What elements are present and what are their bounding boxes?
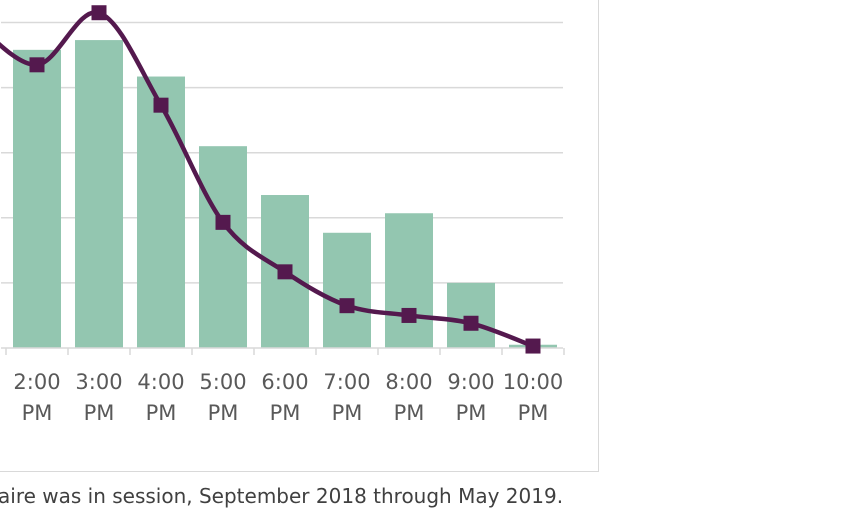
- x-tick-label: 7:00: [323, 370, 370, 394]
- line-marker: [401, 307, 417, 323]
- line-marker: [153, 97, 169, 113]
- bar: [385, 213, 433, 348]
- x-tick-label: 9:00: [447, 370, 494, 394]
- x-tick-label: PM: [208, 401, 239, 425]
- line-series: [0, 5, 541, 354]
- x-tick-label: 8:00: [385, 370, 432, 394]
- line-marker: [91, 5, 107, 21]
- x-tick-label: PM: [332, 401, 363, 425]
- line-marker: [29, 57, 45, 73]
- bar-series: [13, 40, 557, 349]
- x-tick-label: PM: [22, 401, 53, 425]
- x-tick-label: PM: [270, 401, 301, 425]
- bar: [13, 49, 61, 348]
- bar: [323, 232, 371, 348]
- x-tick-label: PM: [456, 401, 487, 425]
- line-marker: [463, 315, 479, 331]
- bar: [447, 282, 495, 348]
- line-marker: [525, 338, 541, 354]
- x-tick-label: 10:00: [503, 370, 564, 394]
- line-marker: [277, 264, 293, 280]
- x-tick-label: PM: [394, 401, 425, 425]
- bar: [75, 40, 123, 349]
- chart-area: 2:00 PM 3:00 PM 4:00 PM 5:00 PM 6:00 PM 7:00 PM 8:00…: [0, 0, 599, 472]
- x-tick-label: PM: [518, 401, 549, 425]
- line-marker: [339, 298, 355, 314]
- x-tick-label: 2:00: [13, 370, 60, 394]
- bar: [137, 76, 185, 349]
- x-axis: [1, 347, 565, 355]
- x-tick-label: PM: [146, 401, 177, 425]
- chart-svg: 2:00 PM 3:00 PM 4:00 PM 5:00 PM 6:00 PM 7:00 PM 8:00…: [0, 5, 565, 425]
- line-marker: [215, 214, 231, 230]
- x-tick-label: 6:00: [261, 370, 308, 394]
- x-tick-label: 3:00: [75, 370, 122, 394]
- x-tick-label: 4:00: [137, 370, 184, 394]
- figure-caption: aire was in session, September 2018 thro…: [0, 484, 564, 508]
- x-tick-label: 5:00: [199, 370, 246, 394]
- x-tick-label: PM: [84, 401, 115, 425]
- x-tick-labels: 2:00 PM 3:00 PM 4:00 PM 5:00 PM 6:00 PM 7:00 PM 8:00…: [13, 370, 563, 425]
- bar: [199, 146, 247, 348]
